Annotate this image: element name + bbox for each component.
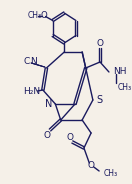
Text: O: O <box>44 130 51 139</box>
Text: O: O <box>88 162 95 171</box>
Text: NH: NH <box>113 68 127 77</box>
Text: S: S <box>96 95 102 105</box>
Text: CH₃: CH₃ <box>104 169 118 178</box>
Text: CH₃: CH₃ <box>28 11 42 20</box>
Text: H₂N: H₂N <box>23 88 40 96</box>
Text: N: N <box>31 57 37 66</box>
Text: O: O <box>66 132 73 141</box>
Text: O: O <box>40 11 47 20</box>
Text: N: N <box>44 99 52 109</box>
Text: C: C <box>24 57 30 66</box>
Text: CH₃: CH₃ <box>118 82 132 91</box>
Text: O: O <box>96 38 103 47</box>
